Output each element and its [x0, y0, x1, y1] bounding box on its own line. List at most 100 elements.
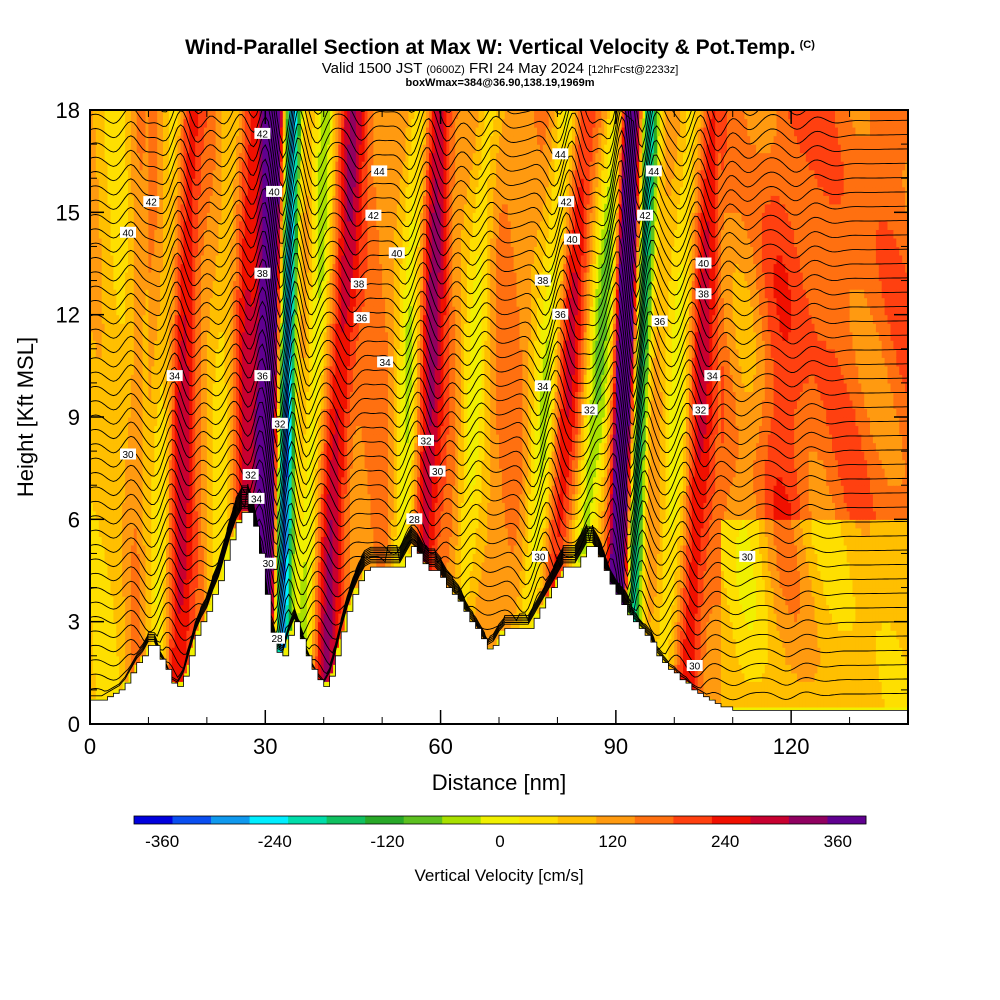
velocity-cell [192, 110, 196, 120]
velocity-cell [183, 544, 187, 554]
velocity-cell [119, 434, 123, 444]
velocity-cell [201, 417, 205, 427]
velocity-cell [125, 152, 129, 162]
velocity-cell [294, 374, 298, 384]
velocity-cell [95, 195, 100, 205]
velocity-cell [268, 340, 272, 350]
velocity-cell [256, 237, 260, 247]
velocity-cell [125, 263, 129, 273]
velocity-cell [163, 587, 167, 597]
velocity-cell [110, 527, 114, 537]
velocity-cell [148, 152, 152, 162]
velocity-cell [171, 502, 176, 512]
velocity-cell [277, 399, 281, 409]
velocity-cell [171, 621, 176, 631]
velocity-cell [110, 289, 114, 299]
velocity-cell [189, 297, 193, 307]
velocity-cell [92, 536, 97, 546]
velocity-cell [95, 553, 100, 563]
velocity-cell [163, 237, 167, 247]
velocity-cell [107, 544, 111, 554]
velocity-cell [326, 229, 331, 239]
velocity-cell [116, 110, 120, 120]
velocity-cell [198, 306, 202, 316]
velocity-cell [303, 229, 307, 239]
velocity-cell [309, 306, 313, 316]
velocity-cell [312, 161, 316, 171]
velocity-cell [306, 391, 310, 401]
velocity-cell [192, 144, 196, 154]
velocity-cell [241, 434, 246, 444]
velocity-cell [218, 272, 222, 282]
velocity-cell [317, 161, 322, 171]
velocity-cell [151, 493, 155, 503]
velocity-cell [171, 391, 176, 401]
velocity-cell [233, 323, 237, 333]
velocity-cell [215, 365, 220, 375]
velocity-cell [192, 289, 196, 299]
velocity-cell [145, 621, 149, 631]
velocity-cell [157, 280, 161, 290]
velocity-cell [189, 468, 193, 478]
velocity-cell [218, 246, 222, 256]
velocity-cell [119, 186, 123, 196]
velocity-cell [312, 118, 316, 128]
velocity-cell [154, 442, 158, 452]
velocity-cell [265, 178, 269, 188]
velocity-cell [215, 229, 220, 239]
velocity-cell [227, 280, 231, 290]
velocity-cell [136, 289, 141, 299]
velocity-cell [203, 434, 208, 444]
velocity-cell [136, 331, 141, 341]
velocity-cell [177, 169, 182, 179]
velocity-cell [329, 391, 334, 401]
velocity-cell [154, 110, 158, 120]
velocity-cell [326, 630, 331, 640]
velocity-cell [128, 468, 132, 478]
velocity-cell [268, 118, 272, 128]
velocity-cell [241, 169, 246, 179]
velocity-cell [130, 442, 135, 452]
velocity-cell [168, 144, 173, 154]
velocity-cell [291, 493, 296, 503]
velocity-cell [160, 144, 164, 154]
velocity-cell [128, 374, 132, 384]
velocity-cell [230, 169, 234, 179]
velocity-cell [209, 382, 214, 392]
velocity-cell [192, 195, 196, 205]
velocity-cell [174, 544, 179, 554]
velocity-cell [142, 519, 147, 529]
velocity-cell [160, 203, 164, 213]
velocity-cell [230, 527, 234, 537]
velocity-cell [195, 425, 199, 435]
velocity-cell [271, 297, 275, 307]
velocity-cell [297, 127, 301, 137]
velocity-cell [215, 306, 220, 316]
velocity-cell [195, 306, 199, 316]
velocity-cell [139, 161, 144, 171]
velocity-cell [168, 263, 173, 273]
velocity-cell [212, 365, 217, 375]
velocity-cell [98, 212, 103, 222]
velocity-cell [104, 237, 109, 247]
velocity-cell [95, 186, 100, 196]
velocity-cell [244, 178, 249, 188]
velocity-cell [113, 306, 117, 316]
velocity-cell [198, 468, 202, 478]
velocity-cell [92, 255, 97, 265]
velocity-cell [98, 689, 103, 699]
velocity-cell [224, 417, 228, 427]
velocity-cell [98, 417, 103, 427]
velocity-cell [122, 331, 126, 341]
velocity-cell [95, 212, 100, 222]
velocity-cell [98, 502, 103, 512]
velocity-cell [128, 161, 132, 171]
velocity-cell [116, 664, 120, 674]
velocity-cell [332, 468, 336, 478]
velocity-cell [212, 382, 217, 392]
velocity-cell [104, 655, 109, 665]
velocity-cell [136, 272, 141, 282]
velocity-cell [174, 280, 179, 290]
velocity-cell [107, 186, 111, 196]
velocity-cell [104, 272, 109, 282]
